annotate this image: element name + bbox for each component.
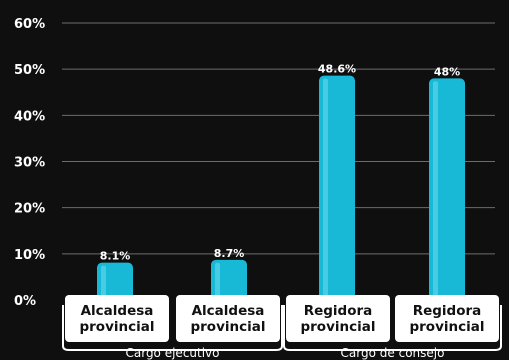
data-label: 48.6% (318, 63, 356, 76)
category-label-line: provincial (190, 319, 266, 335)
category-label-box (65, 295, 169, 342)
y-tick-label: 30% (14, 156, 45, 171)
y-tick-label: 40% (14, 109, 45, 124)
bar-highlight (215, 262, 220, 299)
y-tick-label: 20% (14, 202, 45, 217)
bar-highlight (323, 78, 328, 299)
category-label-line: Regidora (412, 303, 482, 319)
y-tick-label: 0% (14, 294, 36, 309)
group-label: Cargo ejecutivo (125, 346, 220, 360)
y-tick-label: 10% (14, 248, 45, 263)
y-tick-label: 50% (14, 63, 45, 78)
category-label-box (286, 295, 390, 342)
category-label: Regidora provincial (286, 303, 390, 335)
data-label: 48% (434, 65, 460, 78)
category-label-line: Alcaldesa (80, 303, 154, 319)
data-label: 8.7% (214, 247, 245, 260)
group-bracket (283, 305, 502, 351)
bar-highlight (101, 265, 106, 299)
category-label-line: provincial (300, 319, 376, 335)
category-label: Alcaldesa provincial (176, 303, 280, 335)
group-bracket (62, 305, 283, 351)
category-label: Alcaldesa provincial (65, 303, 169, 335)
category-label-line: provincial (79, 319, 155, 335)
category-label-box (395, 295, 499, 342)
category-label-line: provincial (409, 319, 485, 335)
y-tick-label: 60% (14, 17, 45, 32)
group-label: Cargo de consejo (340, 346, 445, 360)
category-label-line: Regidora (303, 303, 373, 319)
category-label-line: Alcaldesa (191, 303, 265, 319)
data-label: 8.1% (100, 250, 131, 263)
category-label-box (176, 295, 280, 342)
bar-highlight (433, 81, 438, 300)
category-label: Regidora provincial (395, 303, 499, 335)
